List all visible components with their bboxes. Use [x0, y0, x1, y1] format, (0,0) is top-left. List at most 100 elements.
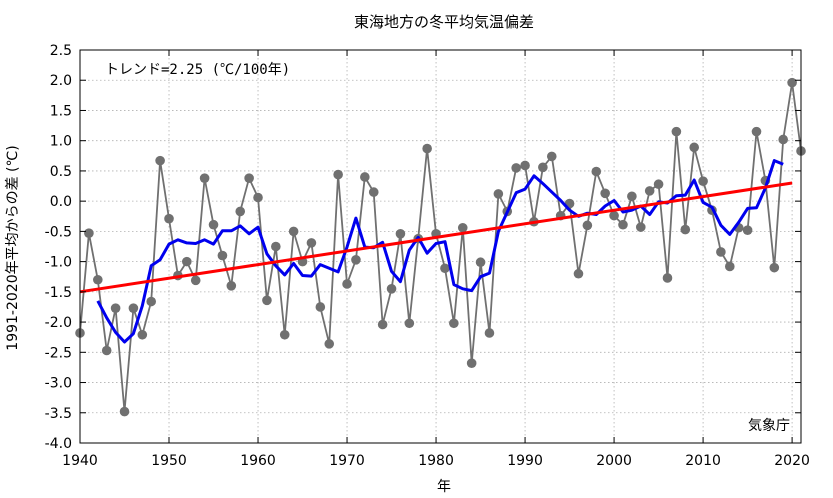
- data-point: [333, 169, 343, 180]
- data-point: [644, 186, 655, 196]
- x-tick-label: 1980: [418, 453, 454, 469]
- data-point: [475, 257, 486, 268]
- data-point: [618, 219, 628, 230]
- data-point: [93, 274, 103, 285]
- data-point: [635, 222, 646, 232]
- y-tick-label: 0.0: [50, 194, 72, 210]
- data-point: [288, 226, 299, 237]
- data-point: [591, 166, 602, 177]
- data-point: [653, 179, 664, 190]
- y-tick-label: 2.0: [50, 73, 72, 89]
- data-point: [449, 318, 459, 329]
- data-point: [440, 263, 450, 274]
- data-point: [368, 187, 379, 197]
- data-point: [484, 328, 495, 338]
- data-point: [724, 261, 735, 272]
- data-point: [253, 192, 263, 203]
- data-point: [146, 296, 157, 307]
- data-point: [128, 303, 139, 313]
- data-point: [466, 358, 477, 368]
- data-point: [662, 273, 673, 283]
- data-point: [360, 172, 370, 182]
- data-point: [208, 219, 219, 230]
- chart-title: 東海地方の冬平均気温偏差: [354, 13, 534, 31]
- y-tick-label: -2.5: [45, 345, 72, 361]
- data-point: [404, 318, 415, 329]
- data-point: [600, 188, 610, 199]
- data-point: [716, 247, 726, 257]
- data-point: [137, 329, 148, 340]
- data-point: [235, 206, 246, 217]
- data-point: [324, 339, 335, 349]
- series-layer: [75, 77, 806, 417]
- data-point: [101, 345, 112, 356]
- data-point: [119, 406, 130, 417]
- data-point: [244, 173, 254, 183]
- data-point: [538, 162, 548, 173]
- y-tick-label: -3.5: [45, 406, 72, 422]
- y-tick-label: 1.5: [50, 103, 72, 119]
- data-point: [742, 225, 753, 235]
- data-point: [546, 151, 557, 162]
- y-tick-label: 1.0: [50, 134, 72, 150]
- data-point: [769, 262, 780, 273]
- data-point: [520, 160, 530, 171]
- y-tick-label: -1.0: [45, 255, 72, 271]
- data-point: [582, 220, 593, 231]
- data-point: [422, 143, 432, 154]
- data-point: [182, 256, 192, 267]
- y-tick-label: -4.0: [45, 436, 72, 452]
- data-point: [751, 126, 762, 137]
- data-point: [395, 229, 406, 239]
- data-point: [262, 295, 272, 306]
- data-point: [226, 281, 237, 291]
- data-point: [271, 241, 281, 252]
- data-point: [386, 284, 397, 294]
- data-point: [279, 329, 290, 340]
- plot-frame: [79, 49, 802, 444]
- data-point: [351, 255, 361, 265]
- data-point: [671, 126, 682, 137]
- data-point: [110, 303, 121, 313]
- data-point: [493, 189, 504, 199]
- data-point: [84, 228, 94, 238]
- data-point: [778, 134, 788, 145]
- data-point: [377, 319, 388, 330]
- y-tick-label: -1.5: [45, 285, 72, 301]
- y-axis-ticks: 2.5 2.0 1.5 1.0 0.5 0.0 -0.5 -1.0 -1.5 -2.0 -2.5 -3…: [45, 43, 801, 452]
- x-tick-label: 1970: [329, 453, 365, 469]
- data-point: [164, 213, 174, 224]
- x-axis-ticks: 1940 1950 1960 1970 1980 1990 2000 2010 2020: [62, 50, 810, 469]
- x-tick-label: 2000: [596, 453, 632, 469]
- data-point: [680, 224, 691, 235]
- data-point: [573, 268, 584, 279]
- y-tick-label: 0.5: [50, 164, 72, 180]
- annual-series-line: [79, 81, 802, 413]
- y-tick-label: -2.0: [45, 315, 72, 331]
- x-tick-label: 1990: [507, 453, 543, 469]
- x-axis-label: 年: [437, 479, 451, 495]
- data-point: [342, 279, 352, 289]
- data-point: [511, 163, 521, 173]
- data-point: [627, 191, 637, 202]
- y-axis-label: 1991-2020年平均からの差 (℃): [5, 145, 21, 350]
- data-point: [689, 142, 699, 153]
- data-point: [199, 173, 210, 183]
- data-point: [315, 302, 326, 312]
- data-point: [698, 176, 708, 187]
- data-point: [787, 77, 797, 88]
- x-tick-label: 1960: [240, 453, 276, 469]
- data-point: [155, 155, 165, 166]
- trend-line: [79, 181, 793, 294]
- x-tick-label: 2010: [685, 453, 721, 469]
- trend-annotation: トレンド=2.25 (℃/100年): [105, 62, 290, 78]
- data-point: [306, 238, 317, 248]
- data-point: [609, 210, 619, 221]
- y-tick-label: 2.5: [50, 43, 72, 59]
- x-tick-label: 1950: [151, 453, 187, 469]
- y-tick-label: -0.5: [45, 224, 72, 240]
- data-point: [190, 275, 201, 286]
- x-tick-label: 2020: [774, 453, 810, 469]
- source-label: 気象庁: [748, 418, 790, 434]
